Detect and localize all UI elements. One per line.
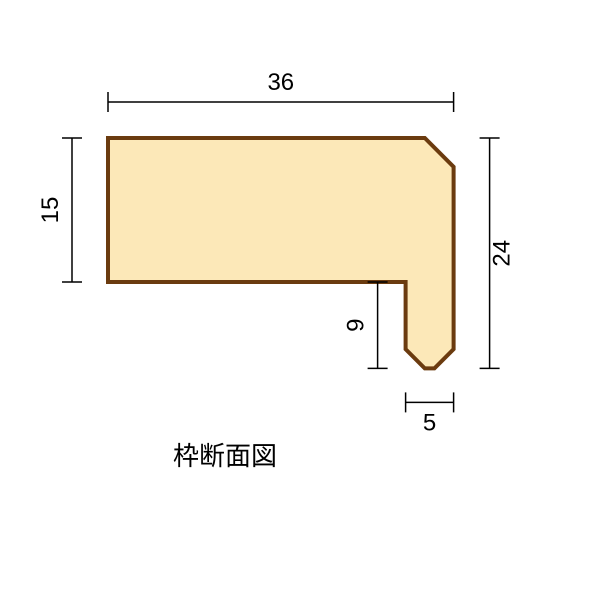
cross-section-diagram: 36 15 24 9 5 枠断面図 <box>0 0 600 600</box>
dim-label-top: 36 <box>267 69 294 96</box>
dim-label-left: 15 <box>37 197 64 224</box>
dim-label-tab-w: 5 <box>423 409 436 436</box>
profile-shape <box>108 138 454 368</box>
dim-label-tab-h: 9 <box>343 319 370 332</box>
diagram-title: 枠断面図 <box>173 441 277 471</box>
dim-label-right: 24 <box>489 240 516 267</box>
